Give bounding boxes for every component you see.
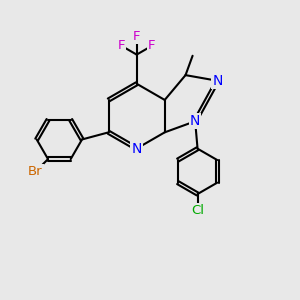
Text: F: F — [148, 39, 156, 52]
Text: Cl: Cl — [191, 204, 204, 217]
Text: N: N — [212, 74, 223, 88]
Text: F: F — [118, 39, 125, 52]
Text: Br: Br — [28, 165, 43, 178]
Text: N: N — [131, 142, 142, 155]
Text: N: N — [190, 114, 200, 128]
Text: F: F — [133, 30, 140, 44]
